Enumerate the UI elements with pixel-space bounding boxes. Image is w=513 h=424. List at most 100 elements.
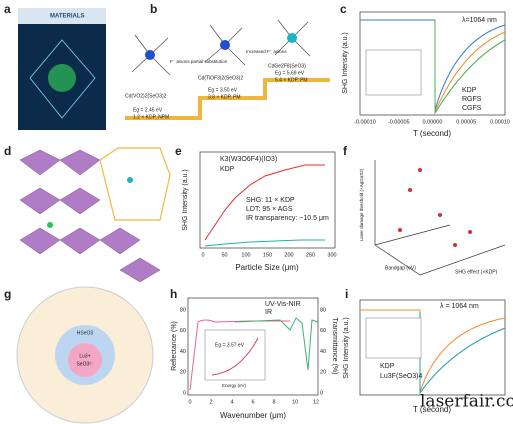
x-label: T (second)	[413, 129, 451, 138]
label: SeO3²⁻	[76, 361, 93, 367]
atom	[127, 177, 133, 183]
axes	[359, 11, 506, 116]
legend: KDP	[462, 87, 477, 94]
panel-label: e	[175, 144, 182, 158]
legend: KDP	[380, 363, 395, 370]
highlight	[99, 147, 171, 221]
panel-label: h	[170, 287, 177, 301]
x-tick-label: 0.00000	[423, 119, 443, 125]
series	[204, 239, 325, 247]
legend: RGFS	[462, 96, 482, 103]
reflectance	[189, 319, 290, 391]
label: Lu3+	[79, 353, 90, 359]
watermark: laserfair.com	[420, 392, 513, 412]
atom	[220, 40, 230, 50]
note: F⁻ anions partial substitution	[170, 59, 228, 64]
y-label: SHG Intensity (a.u.)	[342, 32, 349, 93]
curve	[419, 312, 506, 395]
note: Increased F⁻ anions	[246, 49, 287, 54]
y-tick-label: 40	[180, 349, 186, 355]
y-label: SHG Intensity (a.u.)	[182, 169, 189, 230]
panel-label: f	[343, 144, 348, 158]
journal: MATERIALS	[50, 14, 85, 20]
y-tick-label: 20	[320, 370, 326, 376]
wavelength: λ = 1064 nm	[440, 303, 479, 310]
inset-text: Energy (eV)	[222, 383, 247, 388]
note: LDT: 95 × AGS	[246, 206, 293, 213]
x-tick-label: 8	[272, 399, 275, 405]
x-tick-label: 4	[230, 399, 233, 405]
x-tick-label: 300	[327, 252, 336, 258]
prop: 5.4 × KDP, PM	[275, 77, 308, 83]
x-tick-label: 150	[263, 252, 272, 258]
cluster	[48, 64, 76, 92]
panel-label: c	[340, 2, 347, 16]
series	[204, 164, 325, 241]
y-tick-label: 40	[320, 349, 326, 355]
panel-label: a	[4, 2, 11, 16]
y-tick-label: 60	[180, 328, 186, 334]
inset	[365, 49, 422, 96]
inset-curve	[211, 337, 259, 376]
cover-header	[18, 8, 106, 24]
axes	[187, 297, 319, 396]
x-label: Particle Size (μm)	[235, 263, 299, 272]
transmittance	[234, 317, 319, 371]
axis-label: Bandgap (eV)	[385, 265, 416, 271]
legend: K3(W3O6F4)(IO3)	[220, 156, 277, 163]
inset	[365, 317, 422, 359]
octahedron	[29, 39, 96, 119]
crystal	[19, 149, 161, 283]
x-tick-label: 200	[284, 252, 293, 258]
compound: Cd(VO2)2(SeO3)2	[125, 93, 167, 99]
prop: Eg = 3.50 eV	[208, 87, 238, 93]
prop: Eg = 5.69 eV	[275, 70, 305, 76]
curve	[434, 20, 506, 113]
legend: UV-Vis-NIR	[265, 301, 301, 308]
x-tick-label: 250	[306, 252, 315, 258]
y2-label: Transmittance (%)	[331, 318, 338, 375]
legend: IR	[265, 309, 272, 316]
axes	[359, 299, 506, 396]
inset	[204, 329, 266, 381]
atom	[145, 50, 155, 60]
x-tick-label: 0.00005	[456, 119, 476, 125]
y-tick-label: 80	[320, 307, 326, 313]
axis-label: Laser damage threshold (×AgGaS2)	[359, 168, 364, 241]
x-tick-label: 6	[251, 399, 254, 405]
x-tick-label: 0.00010	[490, 119, 510, 125]
x-label: Wavenumber (μm)	[220, 411, 286, 420]
x-tick-label: 100	[241, 252, 250, 258]
y-label: Reflectance (%)	[171, 321, 178, 371]
curve	[434, 20, 506, 115]
prop: Eg = 2.45 eV	[133, 107, 163, 113]
panel-label: b	[150, 2, 157, 16]
legend: Lu3F(SeO3)4	[380, 373, 423, 380]
note: IR transparency: ~10.5 μm	[246, 215, 329, 222]
x-tick-label: -0.00010	[354, 119, 376, 125]
atom	[287, 33, 297, 43]
legend: CGFS	[462, 105, 482, 112]
x-tick-label: 0	[201, 252, 204, 258]
x-tick-label: 10	[292, 399, 298, 405]
x-tick-label: -0.00005	[388, 119, 410, 125]
axis-label: SHG effect (×KDP)	[455, 269, 498, 275]
x-tick-label: 50	[221, 252, 227, 258]
core	[68, 343, 102, 377]
3d-axes	[374, 160, 506, 276]
y-tick-label: 80	[180, 307, 186, 313]
panel-label: d	[4, 144, 11, 158]
y-tick-label: 60	[320, 328, 326, 334]
inset-text: Eg = 3.57 eV	[215, 342, 245, 348]
y-label: SHG Intensity (a.u.)	[343, 317, 350, 378]
prop: 3.8 × KDP, PM	[208, 94, 241, 100]
x-tick-label: 2	[209, 399, 212, 405]
legend: KDP	[220, 166, 235, 173]
energy-steps	[125, 78, 330, 120]
atom	[47, 222, 53, 228]
x-label: T (second)	[413, 405, 451, 414]
x-tick-label: 12	[313, 399, 319, 405]
y-tick-label: 0	[183, 390, 186, 396]
compound: Cd(TiOF3)2(SeO3)2	[198, 75, 243, 81]
